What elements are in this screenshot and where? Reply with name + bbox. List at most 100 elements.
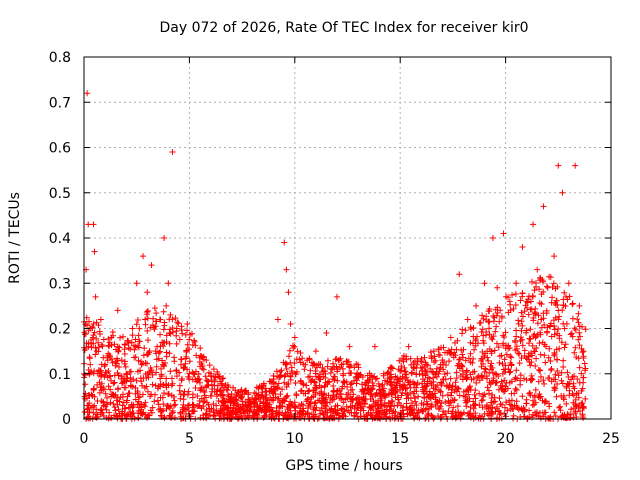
roti-point — [392, 388, 399, 395]
roti-point — [531, 287, 538, 294]
roti-point — [283, 393, 290, 400]
roti-point — [578, 387, 585, 394]
roti-point — [119, 333, 126, 340]
roti-point — [132, 384, 139, 391]
roti-point — [536, 286, 543, 293]
roti-point — [97, 316, 104, 323]
roti-point — [415, 409, 422, 416]
roti-point — [501, 404, 508, 411]
roti-point — [500, 342, 507, 349]
roti-point — [510, 412, 517, 419]
roti-point — [94, 411, 101, 418]
y-tick-label: 0.2 — [49, 322, 71, 338]
roti-point — [478, 363, 485, 370]
roti-point — [154, 343, 161, 350]
roti-point — [190, 408, 197, 415]
y-tick-label: 0 — [62, 412, 71, 428]
roti-point — [297, 359, 304, 366]
roti-point — [535, 312, 542, 319]
roti-point — [488, 334, 495, 341]
roti-point — [138, 404, 145, 411]
roti-point — [526, 335, 533, 342]
roti-point — [556, 335, 563, 342]
roti-point — [347, 398, 354, 405]
roti-point — [128, 339, 135, 346]
roti-point — [337, 395, 344, 402]
roti-point — [506, 344, 513, 351]
roti-point — [153, 369, 160, 376]
roti-point — [97, 384, 104, 391]
roti-point — [415, 393, 422, 400]
roti-point — [521, 308, 528, 315]
roti-point — [471, 368, 478, 375]
roti-point — [401, 368, 408, 375]
roti-point — [302, 390, 309, 397]
roti-point — [441, 370, 448, 377]
roti-point — [115, 406, 122, 413]
roti-point — [526, 390, 533, 397]
roti-point — [243, 387, 250, 394]
roti-point — [116, 398, 123, 405]
roti-point — [411, 365, 418, 372]
roti-point — [527, 362, 534, 369]
roti-point — [472, 395, 479, 402]
roti-point — [437, 388, 444, 395]
roti-point — [107, 373, 114, 380]
roti-point — [472, 387, 479, 394]
roti-point — [412, 398, 419, 405]
axis-ticks — [83, 56, 612, 420]
roti-point — [421, 385, 428, 392]
roti-point — [212, 374, 219, 381]
roti-point — [311, 379, 318, 386]
roti-point — [263, 396, 270, 403]
roti-point — [398, 367, 405, 374]
y-tick-label: 0.7 — [49, 95, 71, 111]
roti-point — [569, 373, 576, 380]
roti-point — [509, 292, 516, 299]
roti-point — [166, 330, 173, 337]
roti-point — [232, 409, 239, 416]
roti-point — [173, 340, 180, 347]
roti-point — [575, 319, 582, 326]
roti-point — [98, 397, 105, 404]
roti-point — [355, 364, 362, 371]
roti-point — [560, 296, 567, 303]
roti-point — [143, 375, 150, 382]
roti-point — [484, 384, 491, 391]
roti-point — [281, 398, 288, 405]
roti-point — [334, 387, 341, 394]
roti-point — [132, 336, 139, 343]
roti-point — [520, 375, 527, 382]
roti-point — [410, 412, 417, 419]
roti-point — [478, 397, 485, 404]
roti-point — [159, 394, 166, 401]
roti-point — [111, 341, 118, 348]
roti-point — [158, 365, 165, 372]
roti-point — [508, 354, 515, 361]
roti-point — [576, 323, 583, 330]
roti-point — [488, 350, 495, 357]
roti-point — [469, 369, 476, 376]
roti-point — [200, 412, 207, 419]
roti-point — [254, 404, 261, 411]
roti-point — [168, 375, 175, 382]
roti-point — [367, 409, 374, 416]
roti-point — [98, 380, 105, 387]
roti-point — [350, 391, 357, 398]
roti-point — [253, 384, 260, 391]
roti-point — [258, 383, 265, 390]
roti-point — [333, 363, 340, 370]
roti-point — [453, 369, 460, 376]
roti-point — [569, 315, 576, 322]
roti-point — [207, 412, 214, 419]
roti-point — [368, 372, 375, 379]
roti-point — [308, 359, 315, 366]
roti-point — [153, 310, 160, 317]
roti-point — [563, 384, 570, 391]
roti-point — [201, 392, 208, 399]
roti-point — [266, 388, 273, 395]
roti-point — [342, 396, 349, 403]
roti-point — [579, 400, 586, 407]
roti-point — [556, 345, 563, 352]
roti-point — [181, 391, 188, 398]
